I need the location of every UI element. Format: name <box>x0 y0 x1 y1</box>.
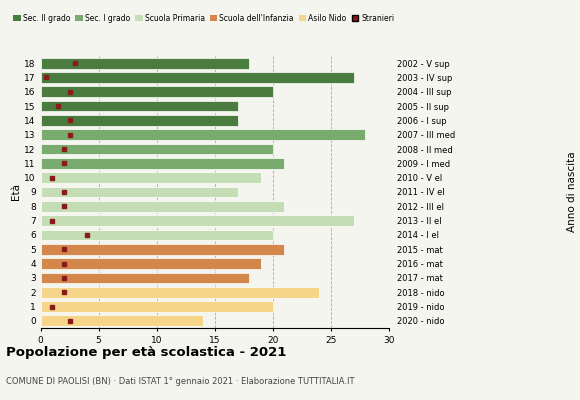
Bar <box>41 215 354 226</box>
Legend: Sec. II grado, Sec. I grado, Scuola Primaria, Scuola dell'Infanzia, Asilo Nido, : Sec. II grado, Sec. I grado, Scuola Prim… <box>13 14 394 22</box>
Bar <box>41 230 273 240</box>
Bar <box>41 201 284 212</box>
Bar <box>41 158 284 169</box>
Bar <box>41 272 249 283</box>
Bar <box>41 187 238 197</box>
Bar <box>41 101 238 112</box>
Bar <box>41 129 365 140</box>
Bar <box>41 244 284 255</box>
Bar <box>41 316 203 326</box>
Text: COMUNE DI PAOLISI (BN) · Dati ISTAT 1° gennaio 2021 · Elaborazione TUTTITALIA.IT: COMUNE DI PAOLISI (BN) · Dati ISTAT 1° g… <box>6 377 354 386</box>
Bar <box>41 115 238 126</box>
Bar <box>41 144 273 154</box>
Text: Popolazione per età scolastica - 2021: Popolazione per età scolastica - 2021 <box>6 346 286 359</box>
Bar <box>41 58 249 68</box>
Bar <box>41 86 273 97</box>
Bar <box>41 72 354 83</box>
Y-axis label: Età: Età <box>12 184 21 200</box>
Bar <box>41 172 261 183</box>
Text: Anno di nascita: Anno di nascita <box>567 152 577 232</box>
Bar <box>41 301 273 312</box>
Bar <box>41 287 319 298</box>
Bar <box>41 258 261 269</box>
